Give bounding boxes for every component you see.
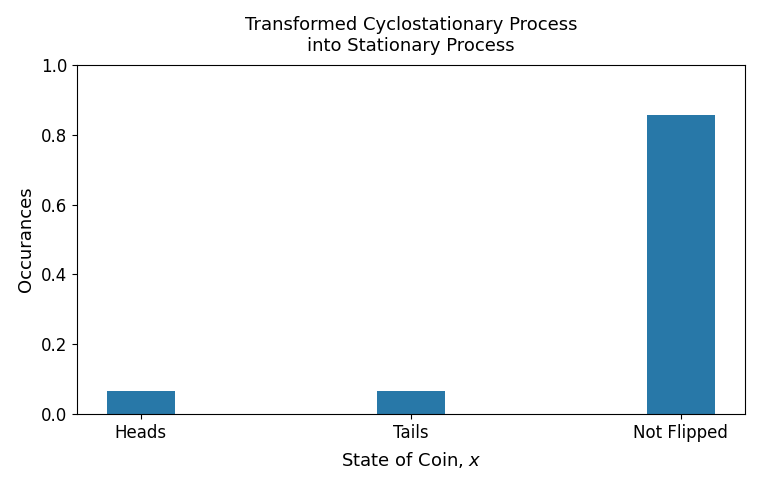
Y-axis label: Occurances: Occurances [17, 187, 35, 292]
Title: Transformed Cyclostationary Process
into Stationary Process: Transformed Cyclostationary Process into… [245, 16, 577, 55]
Bar [377, 391, 445, 414]
Bar [108, 391, 174, 414]
X-axis label: State of Coin, $x$: State of Coin, $x$ [340, 450, 482, 470]
Bar [647, 115, 714, 414]
